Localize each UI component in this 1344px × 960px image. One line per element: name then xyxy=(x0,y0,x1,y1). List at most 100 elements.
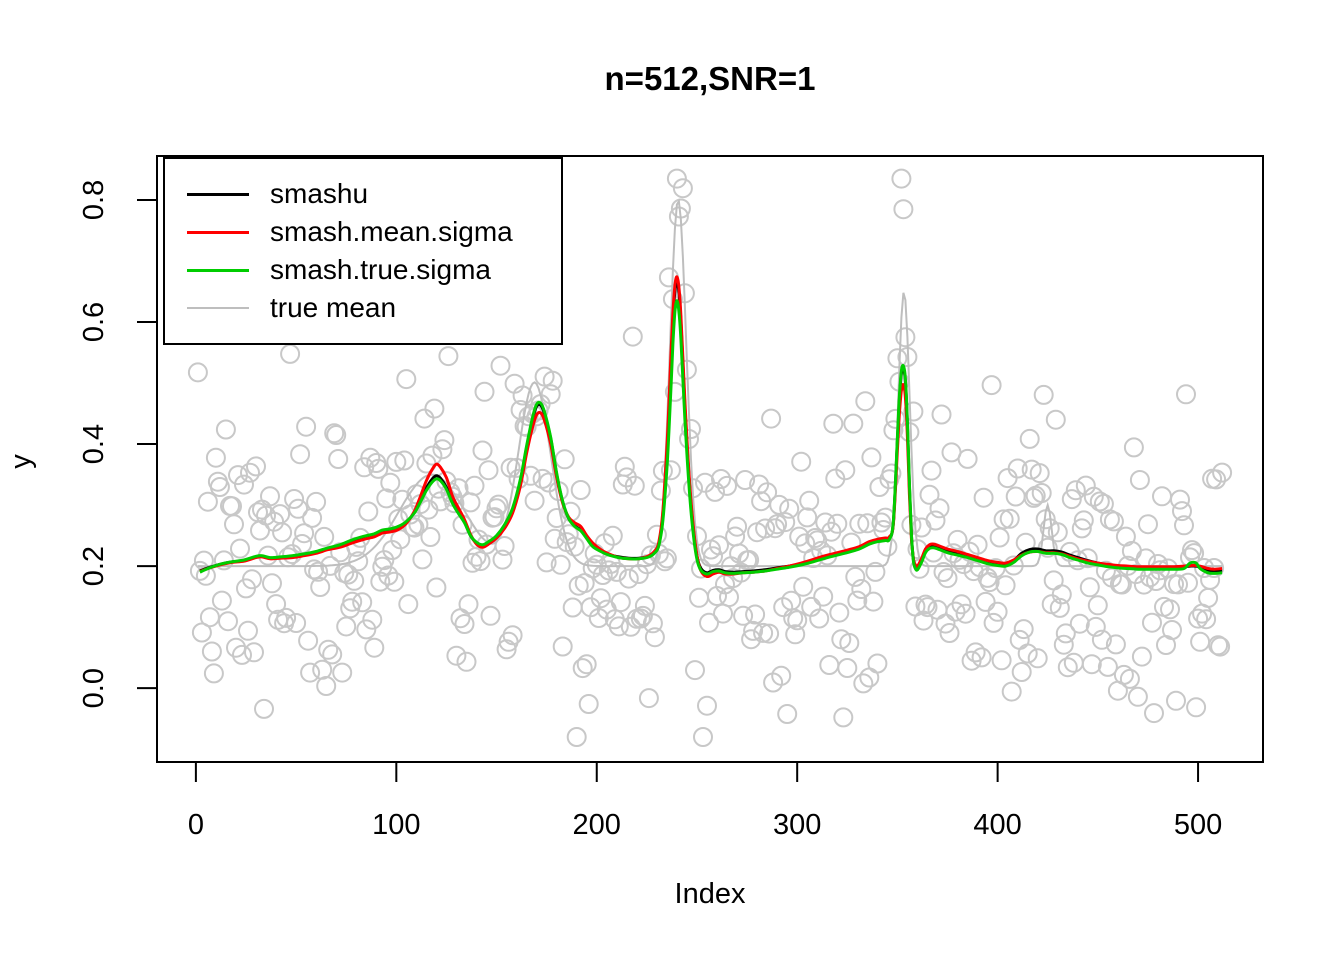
scatter-point xyxy=(1013,619,1034,640)
scatter-point xyxy=(833,707,854,728)
scatter-point xyxy=(630,608,651,629)
scatter-point xyxy=(1097,656,1118,677)
scatter-point xyxy=(308,561,329,582)
plot-area xyxy=(187,168,1233,747)
scatter-point xyxy=(1133,574,1154,595)
scatter-point xyxy=(1111,574,1132,595)
scatter-point xyxy=(314,526,335,547)
scatter-point xyxy=(472,440,493,461)
scatter-point xyxy=(187,362,208,383)
scatter-point xyxy=(819,655,840,675)
scatter-point xyxy=(306,491,327,512)
scatter-point xyxy=(622,326,643,347)
scatter-point xyxy=(775,512,796,533)
scatter-point xyxy=(642,613,663,634)
scatter-point xyxy=(939,623,960,643)
scatter-point xyxy=(1047,522,1068,543)
scatter-point xyxy=(883,420,904,441)
scatter-point xyxy=(1142,612,1162,633)
scatter-point xyxy=(286,613,307,633)
scatter-point xyxy=(414,408,435,429)
scatter-point xyxy=(244,642,264,663)
scatter-point xyxy=(757,482,778,503)
scatter-point xyxy=(590,588,611,609)
scatter-point xyxy=(450,608,471,629)
scatter-point xyxy=(652,460,673,481)
scatter-point xyxy=(741,629,762,650)
scatter-point xyxy=(1176,384,1196,405)
scatter-point xyxy=(711,469,731,489)
scatter-point xyxy=(272,522,293,543)
scatter-point xyxy=(226,637,246,658)
scatter-point xyxy=(783,608,804,629)
scatter-point xyxy=(849,513,870,534)
scatter-point xyxy=(865,561,886,582)
scatter-point xyxy=(1001,681,1022,702)
scatter-point xyxy=(474,381,495,402)
scatter-point xyxy=(564,536,585,557)
scatter-point xyxy=(829,602,850,623)
scatter-point xyxy=(336,616,357,637)
scatter-point xyxy=(965,642,986,663)
scatter-point xyxy=(917,597,938,618)
scatter-point xyxy=(689,587,709,608)
scatter-point xyxy=(807,530,828,551)
scatter-point xyxy=(284,489,305,509)
scatter-point xyxy=(913,610,934,631)
legend-item-true-mean: true mean xyxy=(165,289,561,327)
scatter-point xyxy=(1105,634,1126,655)
scatter-point xyxy=(338,564,359,585)
legend-label: smash.mean.sigma xyxy=(270,216,513,247)
scatter-point xyxy=(733,605,754,626)
scatter-point xyxy=(632,605,653,626)
scatter-point xyxy=(378,565,399,586)
scatter-point xyxy=(518,406,539,427)
scatter-point xyxy=(1186,697,1207,718)
scatter-point xyxy=(1007,458,1028,479)
scatter-point xyxy=(496,639,517,660)
scatter-point xyxy=(1063,652,1084,673)
scatter-point xyxy=(1208,635,1229,656)
scatter-point xyxy=(1152,486,1172,507)
scatter-point xyxy=(845,566,866,587)
scatter-point xyxy=(989,527,1010,548)
scatter-point xyxy=(316,676,337,696)
scatter-point xyxy=(550,554,571,575)
scatter-point xyxy=(1131,646,1152,667)
scatter-point xyxy=(656,548,677,569)
legend-item-smash-true-sigma: smash.true.sigma xyxy=(165,251,561,289)
y-axis-title: y xyxy=(4,454,37,469)
legend-item-smash-mean-sigma: smash.mean.sigma xyxy=(165,213,561,251)
scatter-point xyxy=(660,460,681,481)
scatter-point xyxy=(983,612,1004,633)
scatter-point xyxy=(211,590,232,611)
scatter-point xyxy=(885,408,906,429)
scatter-point xyxy=(769,494,790,515)
scatter-point xyxy=(843,413,864,434)
scatter-point xyxy=(743,620,764,641)
scatter-point xyxy=(342,591,363,612)
scatter-point xyxy=(771,665,792,686)
scatter-point xyxy=(189,560,210,581)
scatter-point xyxy=(326,425,347,445)
scatter-point xyxy=(554,449,575,470)
scatter-point xyxy=(793,576,814,597)
scatter-point xyxy=(1182,540,1202,561)
scatter-point xyxy=(324,423,345,444)
scatter-point xyxy=(837,658,858,678)
scatter-point xyxy=(356,619,377,640)
scatter-point xyxy=(1089,491,1110,512)
scatter-point xyxy=(1085,616,1106,637)
scatter-point xyxy=(727,516,748,537)
scatter-point xyxy=(1196,609,1217,630)
scatter-point xyxy=(666,168,687,189)
scatter-point xyxy=(458,594,479,615)
scatter-point xyxy=(767,514,788,535)
scatter-point xyxy=(1168,574,1188,595)
legend-item-smashu: smashu xyxy=(165,175,561,213)
scatter-point xyxy=(855,391,876,412)
legend-line-swatch-black xyxy=(187,192,249,196)
scatter-point xyxy=(699,612,719,633)
scatter-point xyxy=(1011,662,1032,682)
